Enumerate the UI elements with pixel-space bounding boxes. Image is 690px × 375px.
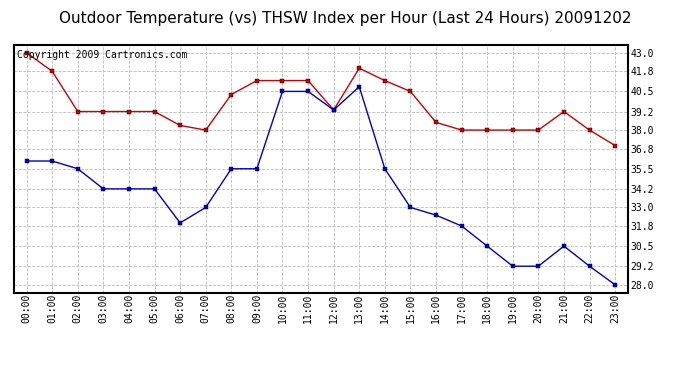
Text: Outdoor Temperature (vs) THSW Index per Hour (Last 24 Hours) 20091202: Outdoor Temperature (vs) THSW Index per … [59, 11, 631, 26]
Text: Copyright 2009 Cartronics.com: Copyright 2009 Cartronics.com [17, 50, 187, 60]
